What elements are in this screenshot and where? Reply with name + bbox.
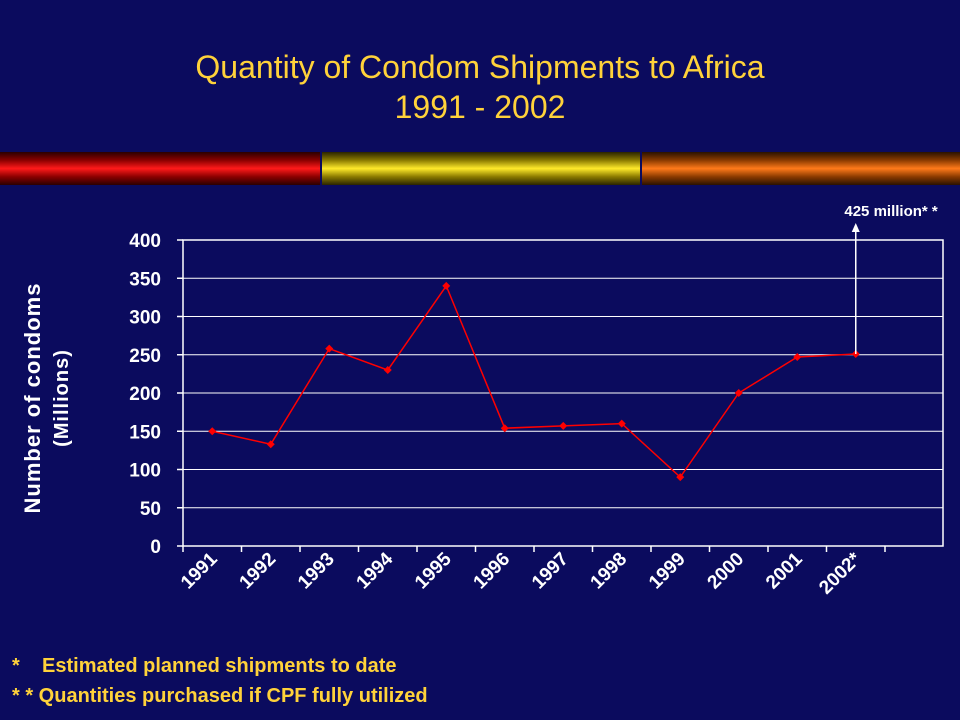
data-point <box>383 366 392 375</box>
x-tick-label: 1993 <box>294 549 339 594</box>
data-point <box>266 440 275 449</box>
data-point <box>617 419 626 428</box>
y-tick-label: 250 <box>129 346 161 367</box>
data-point <box>793 353 802 362</box>
footnote-cpf: * * Quantities purchased if CPF fully ut… <box>12 685 428 707</box>
annotation-arrow-head <box>851 223 860 232</box>
y-axis-unit: (Millions) <box>51 349 73 447</box>
y-tick-label: 300 <box>129 308 161 329</box>
data-point <box>734 389 743 397</box>
y-tick-label: 200 <box>129 384 161 405</box>
x-tick-label: 1995 <box>411 548 456 593</box>
data-point <box>559 421 568 430</box>
y-tick-label: 100 <box>129 461 161 482</box>
y-axis-title: Number of condoms <box>20 283 45 514</box>
x-tick-label: 1992 <box>236 549 281 594</box>
footnote-estimated: * Estimated planned shipments to date <box>12 655 397 677</box>
data-point <box>442 281 451 290</box>
decorative-yellow-bar <box>322 152 640 185</box>
x-tick-label: 1999 <box>645 549 690 594</box>
y-tick-label: 50 <box>140 499 161 520</box>
x-tick-label: 1998 <box>587 549 632 594</box>
slide-subtitle-years: 1991 - 2002 <box>394 89 566 125</box>
y-tick-label: 350 <box>129 269 161 290</box>
x-tick-label: 1996 <box>470 549 515 594</box>
x-tick-label: 1997 <box>528 549 573 594</box>
x-tick-label: 1994 <box>353 548 398 593</box>
series-line <box>212 284 856 479</box>
x-tick-label: 2000 <box>704 549 749 594</box>
data-point <box>325 344 334 353</box>
data-point <box>500 424 509 433</box>
y-tick-label: 0 <box>150 537 161 558</box>
data-point <box>676 473 685 482</box>
slide-title: Quantity of Condom Shipments to Africa <box>195 49 765 85</box>
x-tick-label: 1991 <box>177 548 222 593</box>
decorative-red-bar <box>0 152 320 185</box>
annotation-label: 425 million* * <box>844 203 938 220</box>
decorative-orange-bar <box>642 152 960 185</box>
x-tick-label: 2002* <box>815 548 865 598</box>
x-tick-label: 2001 <box>762 548 807 593</box>
data-point <box>208 427 217 436</box>
y-tick-label: 150 <box>129 422 161 443</box>
y-tick-label: 400 <box>129 231 161 252</box>
